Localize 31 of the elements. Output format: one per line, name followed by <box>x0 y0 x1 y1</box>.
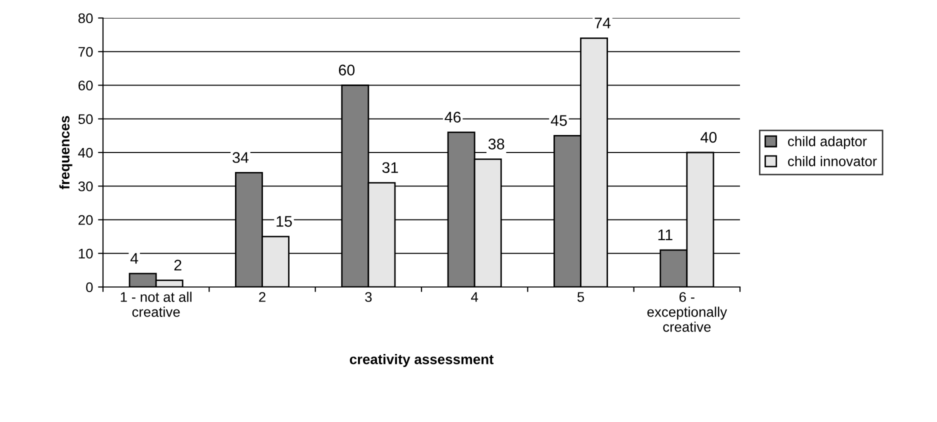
x-tick-label: 4 <box>471 292 478 302</box>
data-label: 38 <box>488 138 504 150</box>
x-axis-title: creativity assessment <box>350 354 494 367</box>
data-label: 34 <box>232 152 249 163</box>
y-tick-label: 0 <box>86 282 93 292</box>
y-tick-label: 20 <box>78 215 93 225</box>
x-tick-label: 2 <box>259 292 266 302</box>
y-tick-label: 60 <box>78 80 93 90</box>
data-label: 31 <box>382 162 398 174</box>
data-label: 40 <box>700 132 717 143</box>
data-label: 46 <box>444 112 461 123</box>
x-tick-label: 5 <box>577 292 584 302</box>
data-label: 45 <box>550 115 567 126</box>
x-tick-label: 1 - not at all creative <box>120 292 192 317</box>
y-tick-label: 70 <box>78 46 93 57</box>
y-tick-label: 50 <box>78 114 93 124</box>
y-tick-label: 80 <box>78 13 93 24</box>
data-label: 4 <box>130 253 138 264</box>
data-label: 60 <box>338 64 355 76</box>
data-label: 2 <box>174 260 182 270</box>
legend-label: child adaptor <box>788 136 867 150</box>
data-label: 11 <box>658 230 672 240</box>
x-tick-label: 6 - exceptionally creative <box>647 292 728 332</box>
y-tick-label: 10 <box>78 248 93 259</box>
x-tick-label: 3 <box>365 292 372 302</box>
y-tick-label: 40 <box>78 148 93 158</box>
legend-label: child innovator <box>788 156 877 166</box>
data-label: 74 <box>594 18 611 28</box>
y-axis-title: frequences <box>59 116 72 190</box>
y-tick-label: 30 <box>78 181 93 192</box>
data-label: 15 <box>276 216 292 227</box>
